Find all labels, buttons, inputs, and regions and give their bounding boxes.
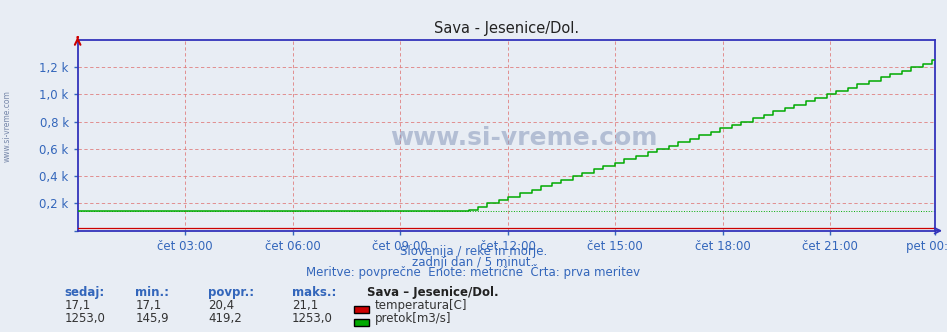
Text: pretok[m3/s]: pretok[m3/s]: [375, 312, 452, 325]
Text: 419,2: 419,2: [208, 312, 242, 325]
Text: Meritve: povprečne  Enote: metrične  Črta: prva meritev: Meritve: povprečne Enote: metrične Črta:…: [307, 264, 640, 279]
Text: povpr.:: povpr.:: [208, 286, 255, 299]
Text: 17,1: 17,1: [135, 299, 162, 312]
Text: Sava – Jesenice/Dol.: Sava – Jesenice/Dol.: [367, 286, 499, 299]
Text: 17,1: 17,1: [64, 299, 91, 312]
Title: Sava - Jesenice/Dol.: Sava - Jesenice/Dol.: [434, 21, 579, 36]
Text: sedaj:: sedaj:: [64, 286, 105, 299]
Text: maks.:: maks.:: [292, 286, 336, 299]
Text: 1253,0: 1253,0: [64, 312, 105, 325]
Text: Slovenija / reke in morje.: Slovenija / reke in morje.: [400, 245, 547, 258]
Text: min.:: min.:: [135, 286, 170, 299]
Text: www.si-vreme.com: www.si-vreme.com: [3, 90, 12, 162]
Text: 145,9: 145,9: [135, 312, 170, 325]
Text: 21,1: 21,1: [292, 299, 318, 312]
Text: 20,4: 20,4: [208, 299, 235, 312]
Text: temperatura[C]: temperatura[C]: [375, 299, 468, 312]
Text: zadnji dan / 5 minut.: zadnji dan / 5 minut.: [412, 256, 535, 269]
Text: www.si-vreme.com: www.si-vreme.com: [390, 126, 658, 150]
Text: 1253,0: 1253,0: [292, 312, 332, 325]
